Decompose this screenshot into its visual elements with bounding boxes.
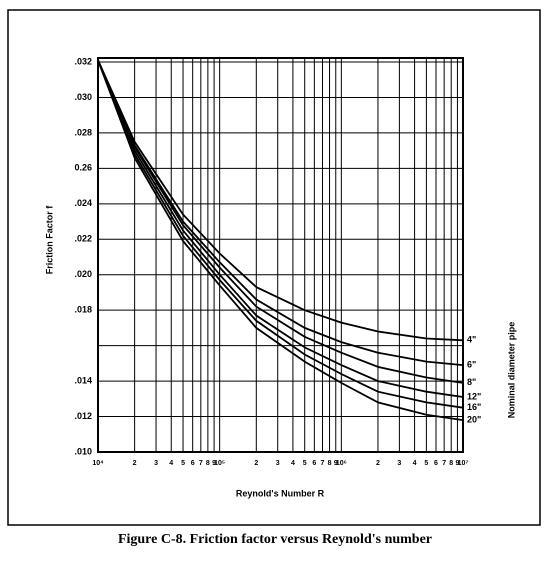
y-tick-label: .012	[74, 411, 92, 421]
series-line	[97, 59, 464, 342]
legend-label: 16"	[467, 402, 481, 412]
y-tick-label: .028	[74, 127, 92, 137]
legend-label: 6"	[467, 360, 476, 370]
x-tick-label: 3	[397, 460, 401, 467]
x-tick-label: 2	[376, 460, 380, 467]
frame	[7, 9, 541, 526]
y-tick-label: .024	[74, 198, 92, 208]
x-tick-label: 4	[413, 460, 417, 467]
x-tick-label: 10⁵	[214, 460, 225, 467]
x-tick-label: 4	[169, 460, 173, 467]
y-tick-label: 0.26	[74, 163, 92, 173]
legend-title: Nominal diameter pipe	[506, 322, 516, 419]
y-tick-label: .014	[74, 375, 92, 385]
y-tick-label: .018	[74, 305, 92, 315]
legend-label: 20"	[467, 414, 481, 424]
series-line	[97, 59, 464, 409]
x-tick-label: 6	[312, 460, 316, 467]
y-tick-label: .010	[74, 446, 92, 456]
legend-label: 12"	[467, 391, 481, 401]
x-tick-label: 9	[212, 460, 216, 467]
series-line	[97, 59, 464, 384]
x-axis-label: Reynold's Number R	[236, 488, 325, 498]
x-tick-label: 7	[442, 460, 446, 467]
series-line	[97, 59, 464, 398]
x-tick-label: 10⁶	[336, 460, 347, 467]
x-tick-label: 6	[191, 460, 195, 467]
caption: Figure C-8. Friction factor versus Reyno…	[118, 532, 432, 547]
legend-label: 8"	[467, 377, 476, 387]
x-tick-label: 4	[291, 460, 295, 467]
x-tick-label: 7	[321, 460, 325, 467]
series-line	[97, 59, 464, 421]
y-tick-label: .020	[74, 269, 92, 279]
x-tick-label: 9	[334, 460, 338, 467]
y-tick-label: .030	[74, 92, 92, 102]
x-tick-label: 3	[276, 460, 280, 467]
series-line	[97, 59, 464, 366]
x-tick-label: 8	[206, 460, 210, 467]
x-tick-label: 2	[133, 460, 137, 467]
x-tick-label: 8	[328, 460, 332, 467]
y-tick-label: .032	[74, 56, 92, 66]
x-tick-label: 6	[434, 460, 438, 467]
x-tick-label: 2	[254, 460, 258, 467]
x-tick-label: 7	[199, 460, 203, 467]
x-tick-label: 3	[154, 460, 158, 467]
x-tick-label: 5	[181, 460, 185, 467]
plot-border	[97, 57, 464, 453]
y-tick-label: .022	[74, 234, 92, 244]
x-tick-label: 5	[424, 460, 428, 467]
x-tick-label: 8	[449, 460, 453, 467]
legend-label: 4"	[467, 335, 476, 345]
x-tick-label: 5	[303, 460, 307, 467]
y-axis-label: Friction Factor f	[44, 205, 54, 275]
x-tick-label: 10⁷	[458, 460, 469, 467]
x-tick-label: 10⁴	[92, 460, 104, 467]
x-tick-label: 9	[455, 460, 459, 467]
